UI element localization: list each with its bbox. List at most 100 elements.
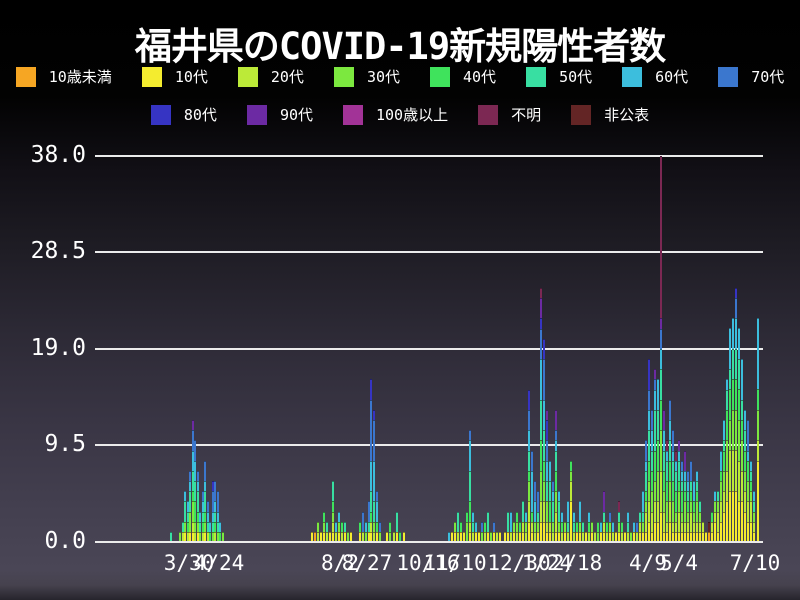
bar-segment [546,460,548,482]
bar-segment [735,450,737,492]
bar [687,470,689,542]
bar [214,481,216,542]
bar [579,501,581,542]
y-tick-label: 38.0 [30,141,86,168]
y-tick-label: 19.0 [30,334,86,361]
bar [496,531,498,542]
bar-segment [543,521,545,542]
bar-segment [189,470,191,482]
bar-segment [457,511,459,532]
bar [591,521,593,542]
bar-segment [672,521,674,532]
bar-segment [603,531,605,542]
bar [217,491,219,542]
bar-segment [681,511,683,522]
bar [537,491,539,542]
bar-segment [657,440,659,471]
bar [585,531,587,542]
bar [573,511,575,542]
bar-segment [484,531,486,542]
bar-segment [540,470,542,502]
bar-segment [528,450,530,471]
bar-segment [678,481,680,492]
bar-segment [567,521,569,532]
bar [606,521,608,542]
bar-segment [663,470,665,492]
bar-segment [469,440,471,471]
bar-segment [600,531,602,542]
legend-swatch [526,66,547,87]
bar-segment [510,511,512,532]
bar-segment [618,501,620,512]
bar-segment [573,521,575,532]
bar-segment [217,531,219,542]
bar [705,531,707,542]
bar-segment [370,399,372,461]
bar [323,511,325,542]
bar [609,511,611,542]
bar-segment [393,531,395,542]
bar-segment [699,521,701,532]
bar-segment [720,470,722,482]
bar-segment [720,521,722,542]
bar-segment [660,430,662,471]
bar-segment [197,511,199,522]
x-tick-label: 2/18 [551,551,603,575]
bar [499,531,501,542]
bar-segment [222,531,224,542]
bar [669,399,671,542]
bar-segment [365,531,367,542]
bar-segment [693,511,695,522]
bar-segment [543,430,545,461]
legend-swatch [246,104,267,125]
bar-segment [657,470,659,502]
bar [204,460,206,542]
bar [567,501,569,542]
bar [368,501,370,542]
bar-segment [528,430,530,451]
bar-segment [714,491,716,502]
bar [463,531,465,542]
bar-segment [757,389,759,410]
bar [454,521,456,542]
bar-segment [645,470,647,492]
legend-item: 90代 [246,104,313,125]
bar-segment [750,521,752,542]
bar-segment [750,481,752,492]
bar [475,521,477,542]
bar-segment [591,531,593,542]
bar-segment [555,440,557,451]
bar-segment [576,531,578,542]
bar [726,379,728,542]
bar-segment [684,531,686,542]
bar-segment [192,501,194,522]
bar-segment [531,470,533,512]
bar [469,430,471,542]
bar [630,531,632,542]
bar-segment [723,450,725,471]
bar-segment [207,501,209,512]
bar [350,531,352,542]
bar-segment [660,348,662,370]
bar-segment [732,491,734,542]
bar [460,521,462,542]
bar-segment [373,501,375,522]
bar-segment [341,531,343,542]
bar-segment [469,531,471,542]
gridline [95,154,763,157]
bar-segment [747,420,749,451]
bar-segment [678,491,680,512]
bar [729,328,731,542]
bar [624,531,626,542]
bar-segment [332,511,334,522]
bar-segment [558,531,560,542]
legend-label: 100歳以上 [376,106,449,124]
bar-segment [214,511,216,522]
bar-segment [504,531,506,542]
bar-segment [750,460,752,471]
bar-segment [202,531,204,542]
legend-swatch [237,66,258,87]
bar-segment [639,511,641,522]
bar-segment [197,491,199,512]
bar-segment [204,481,206,492]
